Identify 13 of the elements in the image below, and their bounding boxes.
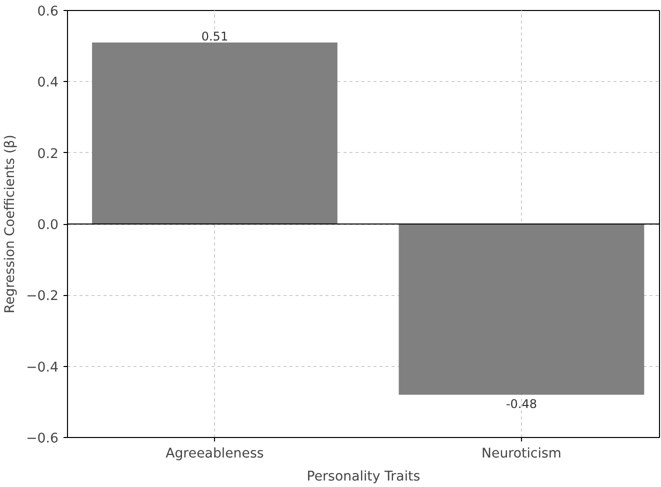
x-axis-title: Personality Traits [306, 470, 420, 484]
y-tick-label: −0.2 [26, 289, 59, 304]
x-tick-label: Neuroticism [482, 446, 562, 462]
y-tick-label: 0.0 [37, 218, 59, 233]
y-tick-label: 0.2 [37, 146, 59, 162]
y-axis-title: Regression Coefficients (β) [3, 134, 18, 314]
y-tick-label: 0.6 [37, 4, 59, 20]
data-label: -0.48 [506, 396, 538, 411]
y-tick-label: 0.4 [37, 76, 59, 91]
y-tick-label: −0.6 [26, 432, 59, 446]
x-tick-label: Agreeableness [166, 446, 264, 462]
y-tick-label: −0.4 [26, 360, 59, 376]
data-label: 0.51 [201, 30, 228, 44]
